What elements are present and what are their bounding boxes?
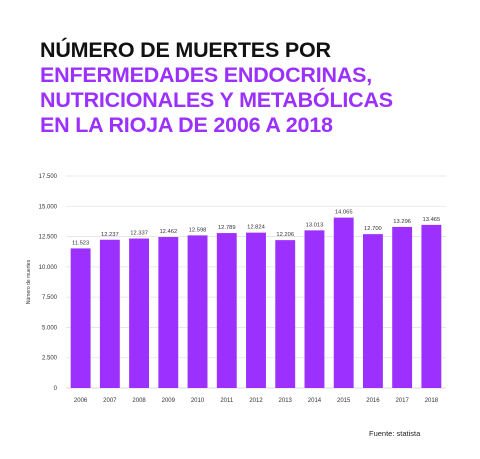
bar — [70, 248, 91, 388]
title-highlight-line-1: ENFERMEDADES ENDOCRINAS, — [40, 63, 373, 87]
data-label: 12.462 — [159, 229, 177, 235]
x-tick-label: 2010 — [191, 398, 205, 404]
y-tick-label: 17.500 — [39, 174, 58, 180]
title-highlight-line-2: NUTRICIONALES Y METABÓLICAS — [40, 88, 393, 112]
data-label: 12.337 — [130, 231, 148, 237]
x-tick-label: 2008 — [132, 398, 146, 404]
x-tick-label: 2014 — [308, 398, 322, 404]
x-tick-labels: 2006 2007 2008 2009 2010 2011 2012 2013 2014 2015… — [74, 398, 439, 404]
y-tick-label: 10.000 — [39, 265, 58, 271]
bar — [362, 234, 383, 388]
bar — [129, 238, 150, 388]
bar — [216, 233, 237, 388]
y-tick-label: 0 — [54, 386, 58, 392]
x-tick-label: 2007 — [103, 398, 117, 404]
bar — [392, 226, 413, 388]
bars — [70, 217, 442, 388]
x-tick-label: 2013 — [279, 398, 293, 404]
bar — [304, 230, 325, 388]
y-axis-label: Número de muertes — [26, 259, 32, 304]
bar — [275, 240, 296, 388]
data-label: 12.824 — [247, 225, 266, 231]
bar — [246, 232, 266, 388]
bar — [421, 224, 442, 388]
y-tick-label: 15.000 — [39, 204, 58, 210]
x-tick-label: 2016 — [366, 398, 380, 404]
y-tick-label: 2.500 — [42, 356, 58, 362]
bar — [99, 239, 120, 388]
data-label: 12.700 — [364, 226, 382, 232]
x-tick-label: 2012 — [249, 398, 263, 404]
x-tick-label: 2006 — [74, 398, 88, 404]
y-tick-label: 7.500 — [42, 295, 58, 301]
y-tick-label: 5.000 — [42, 325, 58, 331]
y-tick-labels: 0 2.500 5.000 7.500 10.000 12.500 15.000 17.500 — [39, 174, 58, 392]
data-label: 12.598 — [189, 227, 207, 233]
bar — [158, 237, 179, 388]
data-label: 12.206 — [276, 232, 294, 238]
bar — [187, 235, 208, 388]
x-tick-label: 2011 — [220, 398, 234, 404]
x-tick-label: 2018 — [425, 398, 439, 404]
data-label: 13.465 — [423, 217, 441, 223]
data-label: 11.523 — [72, 240, 89, 246]
bar — [333, 217, 354, 388]
x-tick-label: 2017 — [395, 398, 409, 404]
data-label: 14.065 — [335, 210, 353, 216]
title-highlight-line-3: EN LA RIOJA DE 2006 A 2018 — [40, 113, 333, 137]
data-label: 12.237 — [101, 232, 119, 238]
chart-title: NÚMERO DE MUERTES POR ENFERMEDADES ENDOC… — [40, 38, 460, 138]
title-line-1: NÚMERO DE MUERTES POR — [40, 38, 331, 62]
data-label: 12.789 — [218, 225, 236, 231]
source-note: Fuente: statista — [369, 429, 421, 438]
x-tick-label: 2009 — [162, 398, 176, 404]
y-tick-label: 12.500 — [39, 235, 58, 241]
data-label: 13.296 — [393, 219, 411, 225]
value-labels: 11.523 12.237 12.337 12.462 12.598 12.789 12.8… — [72, 210, 440, 247]
data-label: 13.013 — [306, 222, 324, 228]
x-tick-label: 2015 — [337, 398, 351, 404]
